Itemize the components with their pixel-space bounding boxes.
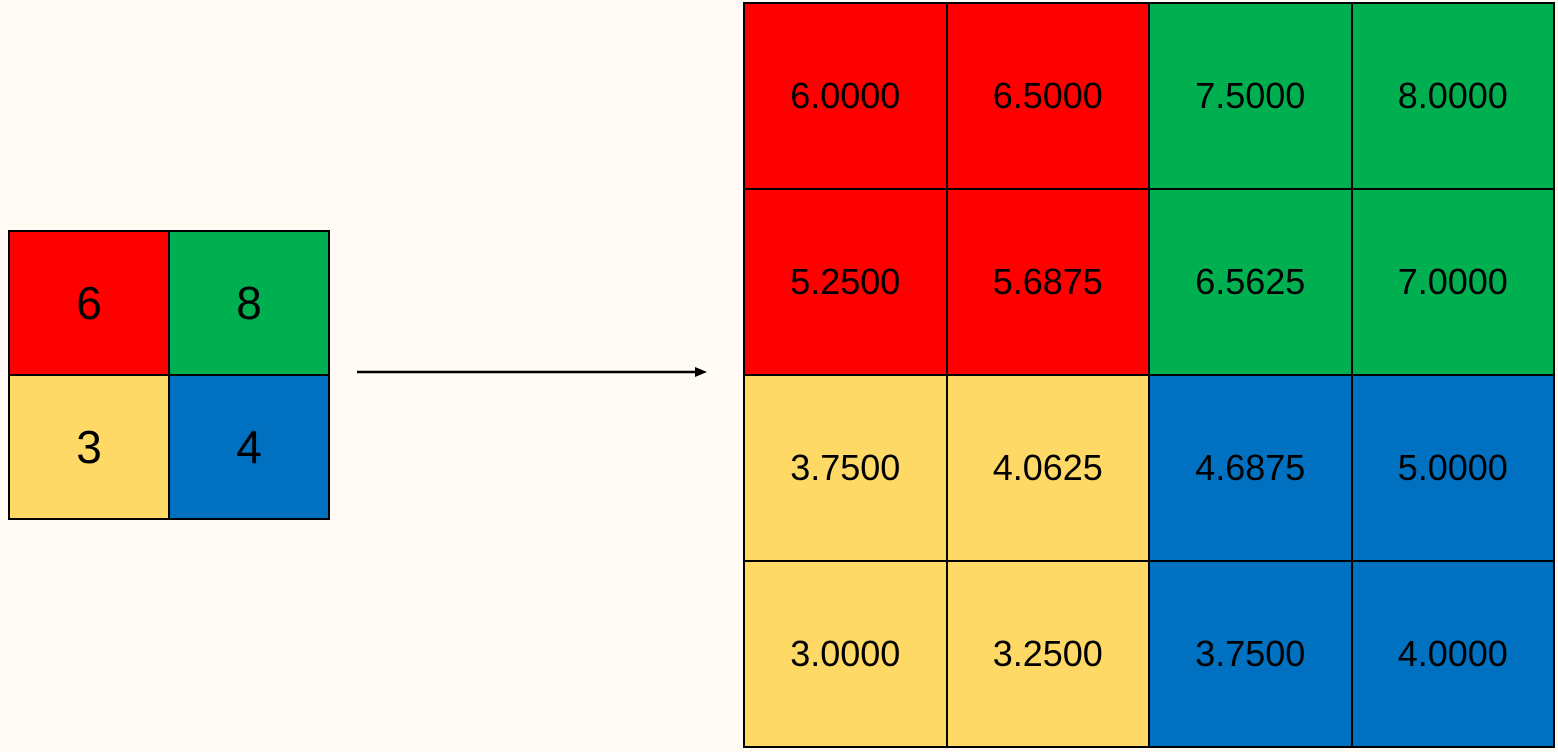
output-cell: 8.0000	[1352, 4, 1555, 190]
input-cell: 3	[10, 376, 170, 520]
output-cell: 6.0000	[745, 4, 948, 190]
output-cell: 5.2500	[745, 190, 948, 376]
output-cell: 3.2500	[947, 562, 1150, 748]
input-cell: 4	[170, 376, 330, 520]
output-cell: 6.5625	[1150, 190, 1353, 376]
input-cell: 6	[10, 232, 170, 376]
output-cell: 6.5000	[947, 4, 1150, 190]
output-cell: 4.6875	[1150, 376, 1353, 562]
output-cell: 5.0000	[1352, 376, 1555, 562]
output-cell: 4.0000	[1352, 562, 1555, 748]
output-cell: 7.0000	[1352, 190, 1555, 376]
output-cell: 3.0000	[745, 562, 948, 748]
arrow-right-icon	[357, 367, 707, 377]
output-matrix: 6.0000 6.5000 7.5000 8.0000 5.2500 5.6875 6.56…	[743, 2, 1555, 748]
output-cell: 3.7500	[1150, 562, 1353, 748]
output-cell: 5.6875	[947, 190, 1150, 376]
output-cell: 7.5000	[1150, 4, 1353, 190]
output-cell: 3.7500	[745, 376, 948, 562]
output-cell: 4.0625	[947, 376, 1150, 562]
input-cell: 8	[170, 232, 330, 376]
